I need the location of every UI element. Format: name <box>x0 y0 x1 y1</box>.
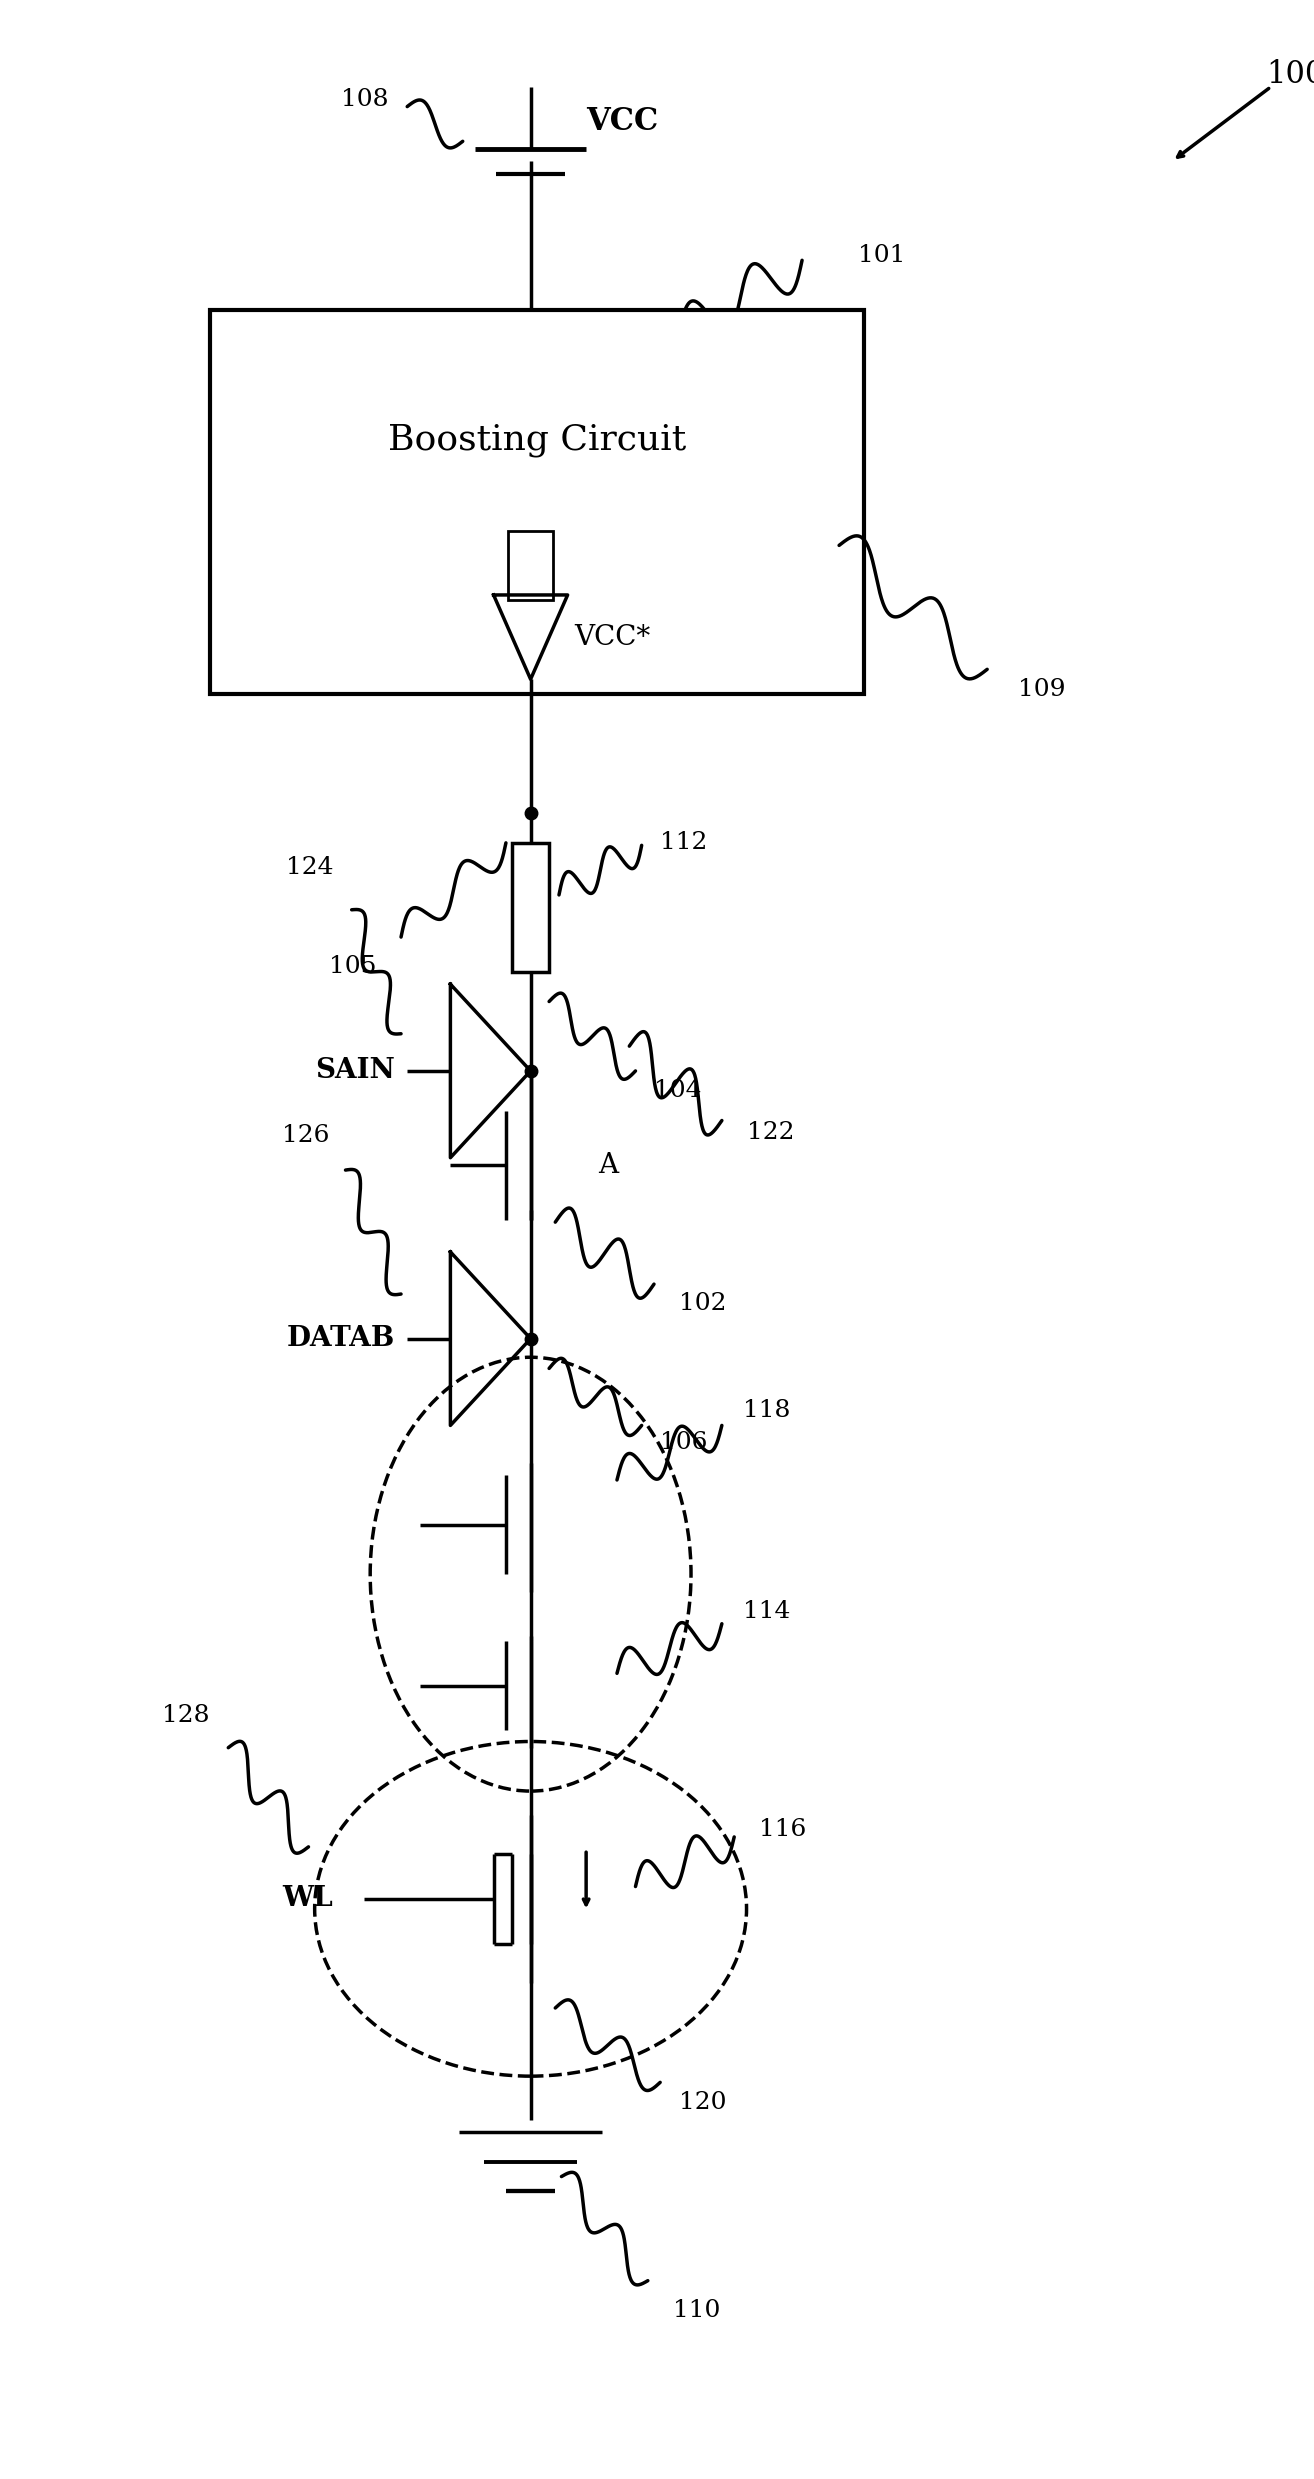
Text: 110: 110 <box>673 2298 720 2323</box>
Text: 100: 100 <box>1267 59 1314 89</box>
Text: 106: 106 <box>660 1430 708 1455</box>
Text: 105: 105 <box>328 954 376 979</box>
Text: 108: 108 <box>342 87 389 112</box>
Text: 102: 102 <box>678 1292 727 1316</box>
Text: Boosting Circuit: Boosting Circuit <box>388 424 686 456</box>
Text: 128: 128 <box>162 1703 210 1728</box>
Bar <box>509 531 553 600</box>
Text: 112: 112 <box>660 830 707 855</box>
Text: 118: 118 <box>742 1398 790 1423</box>
Text: 104: 104 <box>654 1078 702 1103</box>
Text: VCC: VCC <box>586 107 658 136</box>
Text: DATAB: DATAB <box>286 1326 396 1351</box>
Text: 124: 124 <box>285 855 334 880</box>
Text: 101: 101 <box>858 243 905 268</box>
Text: WL: WL <box>283 1887 334 1911</box>
Text: 122: 122 <box>746 1121 794 1145</box>
Text: 120: 120 <box>678 2090 727 2115</box>
Text: SAIN: SAIN <box>315 1059 396 1083</box>
Text: 126: 126 <box>283 1123 330 1148</box>
Bar <box>210 310 863 694</box>
Bar <box>512 843 549 972</box>
Text: 116: 116 <box>759 1817 807 1842</box>
Text: 109: 109 <box>1018 677 1066 702</box>
Text: 114: 114 <box>742 1599 790 1624</box>
Text: A: A <box>598 1153 619 1178</box>
Text: VCC*: VCC* <box>574 625 650 649</box>
